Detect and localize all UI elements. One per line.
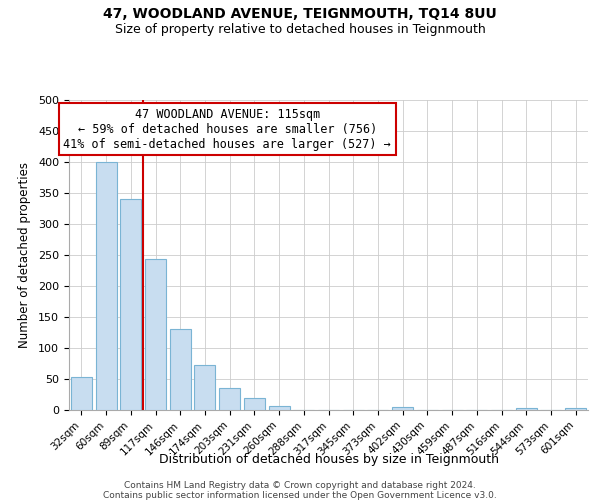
Bar [244, 398, 265, 410]
Bar [565, 408, 586, 410]
Y-axis label: Number of detached properties: Number of detached properties [18, 162, 31, 348]
Bar [71, 377, 92, 410]
Text: 47 WOODLAND AVENUE: 115sqm
← 59% of detached houses are smaller (756)
41% of sem: 47 WOODLAND AVENUE: 115sqm ← 59% of deta… [64, 108, 391, 151]
Bar [392, 407, 413, 410]
Bar [95, 162, 116, 410]
Bar [516, 408, 537, 410]
Text: 47, WOODLAND AVENUE, TEIGNMOUTH, TQ14 8UU: 47, WOODLAND AVENUE, TEIGNMOUTH, TQ14 8U… [103, 8, 497, 22]
Text: Size of property relative to detached houses in Teignmouth: Size of property relative to detached ho… [115, 22, 485, 36]
Bar [269, 406, 290, 410]
Bar [219, 388, 240, 410]
Text: Contains HM Land Registry data © Crown copyright and database right 2024.: Contains HM Land Registry data © Crown c… [124, 481, 476, 490]
Bar [120, 199, 141, 410]
Text: Contains public sector information licensed under the Open Government Licence v3: Contains public sector information licen… [103, 491, 497, 500]
Bar [170, 330, 191, 410]
Bar [145, 260, 166, 410]
Text: Distribution of detached houses by size in Teignmouth: Distribution of detached houses by size … [159, 452, 499, 466]
Bar [194, 364, 215, 410]
